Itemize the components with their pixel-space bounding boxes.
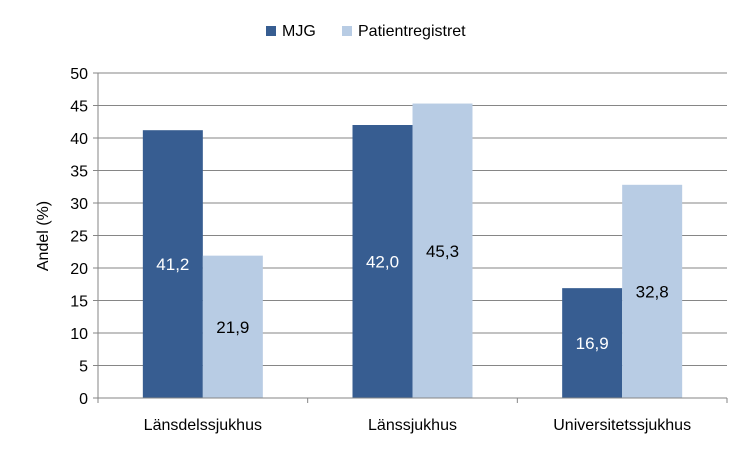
data-label: 42,0: [366, 253, 399, 272]
axes: 0 5 10 15 20 25 30 35 40 45 50 Länsdelssjukhus Länss…: [70, 66, 728, 434]
legend-label: Patientregistret: [358, 23, 466, 40]
legend-swatch: [266, 26, 276, 36]
legend: MJG Patientregistret: [266, 23, 466, 40]
y-tick-label: 25: [70, 229, 88, 246]
bar-mjg: [562, 288, 623, 398]
y-tick-label: 0: [79, 391, 88, 408]
y-tick-label: 10: [70, 326, 88, 343]
y-tick-label: 50: [70, 66, 88, 83]
data-label: 32,8: [636, 282, 669, 301]
y-tick-label: 40: [70, 131, 88, 148]
data-label: 21,9: [216, 318, 249, 337]
y-tick-label: 15: [70, 294, 88, 311]
y-tick-label: 30: [70, 196, 88, 213]
bar-mjg: [142, 130, 203, 398]
data-label: 16,9: [576, 334, 609, 353]
y-tick-label: 45: [70, 99, 88, 116]
y-axis-title: Andel (%): [35, 201, 52, 271]
data-label: 45,3: [426, 242, 459, 261]
legend-swatch: [342, 26, 352, 36]
bar-patientregistret: [622, 184, 683, 398]
legend-label: MJG: [282, 23, 316, 40]
y-tick-label: 5: [79, 359, 88, 376]
x-category-label: Länssjukhus: [368, 417, 457, 434]
data-label: 41,2: [156, 255, 189, 274]
bars: 41,2 21,9 42,0 45,3 16,9 32,8: [142, 103, 683, 399]
bar-mjg: [352, 125, 413, 398]
x-category-label: Länsdelssjukhus: [144, 417, 262, 434]
x-category-label: Universitetssjukhus: [553, 417, 691, 434]
y-tick-label: 35: [70, 164, 88, 181]
bar-patientregistret: [412, 103, 473, 399]
y-tick-label: 20: [70, 261, 88, 278]
bar-patientregistret: [202, 255, 263, 398]
